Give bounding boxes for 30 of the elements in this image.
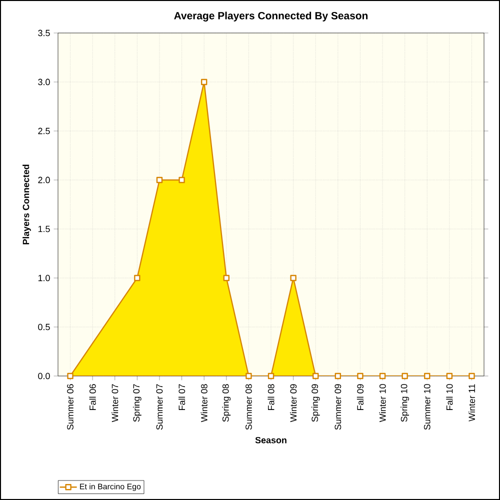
y-tick-label: 2.0 [38, 176, 50, 184]
x-tick-label: Winter 07 [112, 384, 118, 422]
x-axis-title: Season [255, 436, 286, 444]
x-tick-label: Fall 09 [356, 384, 364, 410]
x-tick-label: Fall 07 [178, 384, 186, 410]
x-tick-label: Winter 08 [200, 384, 208, 422]
x-tick-label: Fall 10 [446, 384, 453, 410]
chart-title: Average Players Connected By Season [174, 12, 368, 22]
x-tick-label: Summer 06 [67, 384, 74, 430]
y-tick-label: 0.0 [38, 372, 50, 380]
x-tick-label: Winter 11 [468, 384, 476, 422]
x-tick-label: Spring 10 [400, 384, 410, 422]
x-tick-label: Fall 08 [268, 384, 274, 410]
x-tick-label: Summer 09 [334, 384, 342, 430]
x-tick-label: Summer 08 [246, 384, 252, 430]
x-tick-label: Winter 09 [290, 384, 297, 422]
x-tick-label: Spring 08 [222, 384, 231, 422]
y-tick-label: 1.0 [38, 274, 50, 282]
x-tick-label: Winter 10 [379, 384, 386, 422]
y-tick-label: 1.5 [38, 226, 50, 232]
y-axis-title: Players Connected [22, 164, 31, 244]
x-tick-label: Spring 09 [311, 384, 320, 422]
y-tick-label: 3.5 [38, 30, 50, 36]
x-tick-label: Summer 07 [156, 384, 163, 430]
x-tick-label: Spring 07 [133, 384, 142, 422]
x-tick-label: Fall 06 [89, 384, 96, 410]
x-tick-label: Summer 10 [424, 384, 430, 430]
y-tick-label: 3.0 [38, 78, 50, 86]
y-tick-label: 0.5 [38, 324, 50, 330]
y-tick-label: 2.5 [38, 128, 50, 134]
